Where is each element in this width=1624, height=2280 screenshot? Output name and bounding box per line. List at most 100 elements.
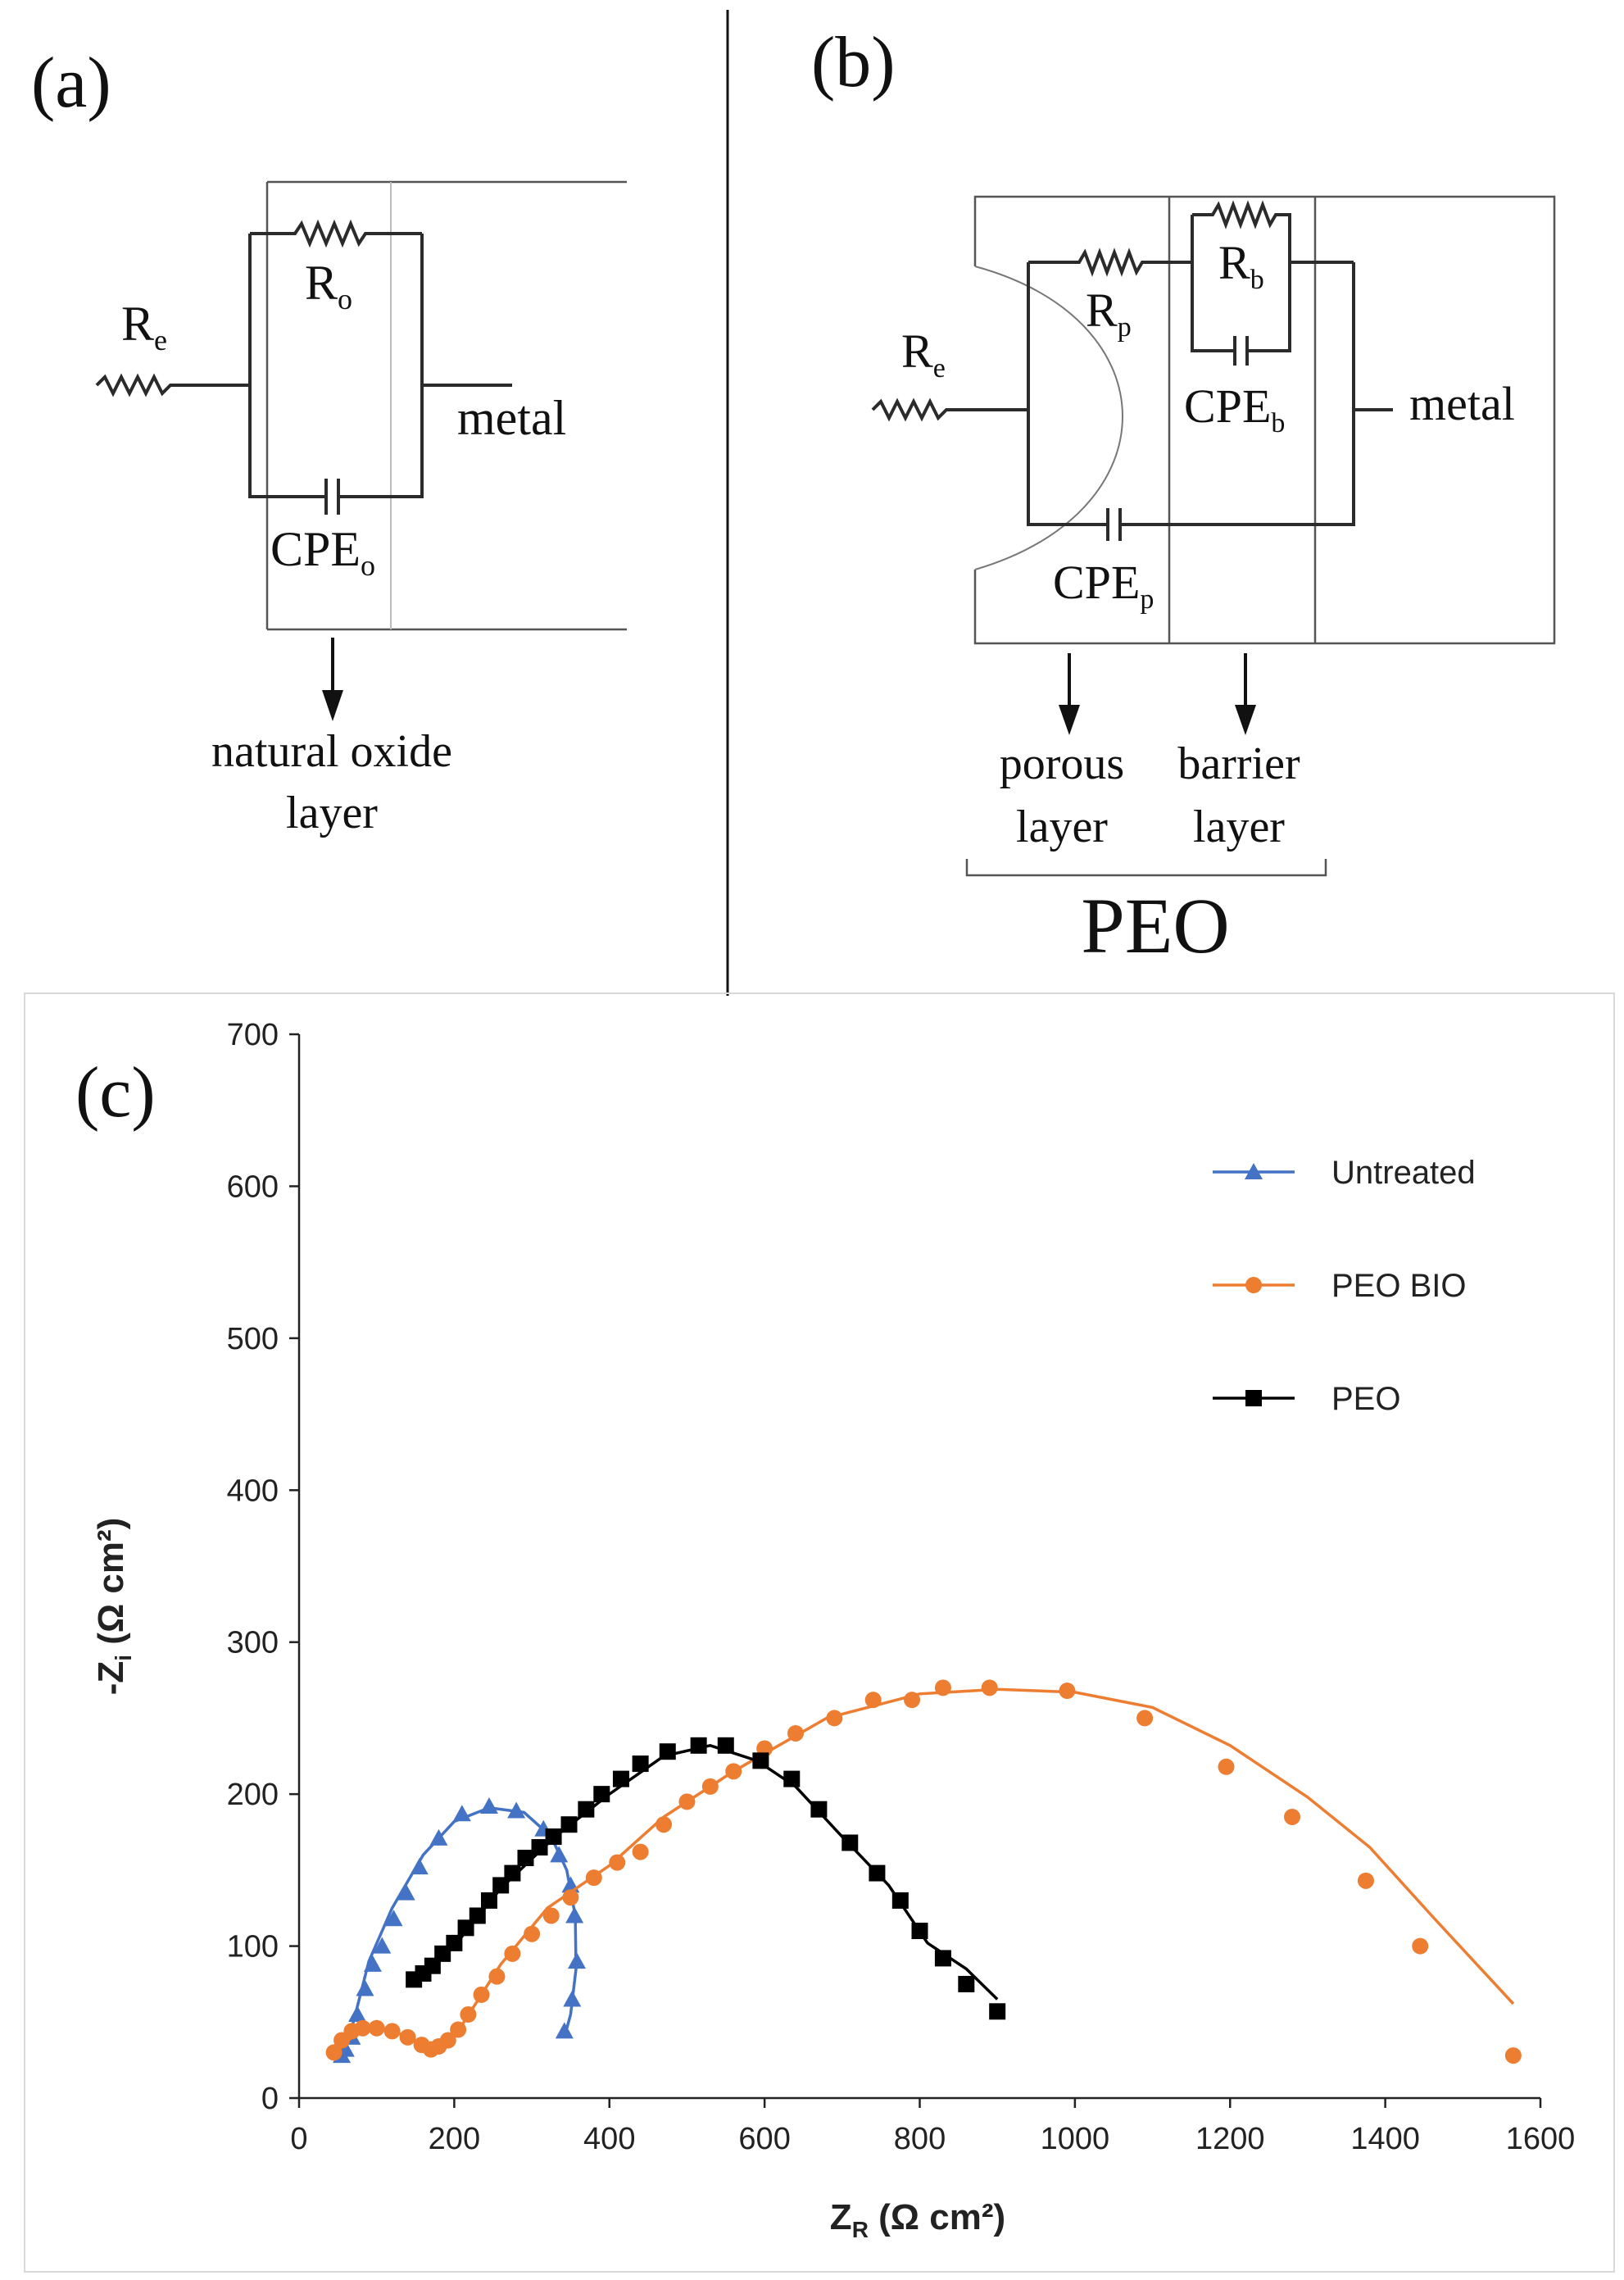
legend-item-untreated: Untreated bbox=[1213, 1155, 1476, 1191]
y-axis-title: -Zi (Ω cm²) bbox=[91, 1518, 136, 1696]
peo-bracket bbox=[965, 859, 1327, 877]
series-peo-point bbox=[560, 1816, 578, 1833]
series-peo-point bbox=[869, 1864, 886, 1882]
series-peo-point bbox=[545, 1828, 562, 1846]
series-peo-point bbox=[593, 1786, 610, 1803]
legend-label: PEO BIO bbox=[1331, 1268, 1467, 1304]
y-tick-label: 500 bbox=[227, 1322, 279, 1356]
resistor-re-label-b: Re bbox=[901, 325, 946, 384]
peo-group-label: PEO bbox=[1081, 882, 1229, 970]
series-peo-bio-point bbox=[904, 1692, 921, 1709]
cpe-p-label: CPEp bbox=[1053, 556, 1154, 615]
arrow-down-icon bbox=[322, 638, 343, 721]
metal-label-a: metal bbox=[457, 391, 566, 445]
series-peo-point bbox=[531, 1839, 548, 1856]
series-peo-bio-point bbox=[473, 1986, 490, 2003]
panel-a: (a) Re Ro CPEo metal natural oxide layer bbox=[31, 43, 627, 838]
metal-label-b: metal bbox=[1409, 377, 1515, 430]
series-peo-bio-point bbox=[787, 1724, 804, 1742]
y-tick-label: 400 bbox=[227, 1474, 279, 1508]
peo-layer-boxes bbox=[973, 195, 1556, 645]
series-peo-point bbox=[517, 1850, 534, 1867]
series-peo-point bbox=[911, 1923, 928, 1940]
y-tick-label: 0 bbox=[261, 2082, 279, 2116]
series-peo-bio-point bbox=[609, 1854, 626, 1871]
series-peo-point bbox=[578, 1801, 595, 1818]
natural-oxide-layer-label-line2: layer bbox=[286, 788, 378, 838]
legend-marker bbox=[1245, 1277, 1262, 1293]
x-axis-title: ZR (Ω cm²) bbox=[830, 2197, 1005, 2242]
series-peo-point bbox=[480, 1892, 497, 1909]
x-tick-label: 0 bbox=[290, 2122, 307, 2156]
series-untreated-point bbox=[384, 1910, 403, 1927]
x-tick-label: 400 bbox=[583, 2122, 635, 2156]
series-peo-point bbox=[504, 1864, 521, 1882]
y-tick-label: 600 bbox=[227, 1170, 279, 1204]
series-peo-bio-point bbox=[725, 1763, 742, 1780]
series-untreated-point bbox=[452, 1805, 471, 1822]
x-tick-label: 600 bbox=[738, 2122, 790, 2156]
series-peo-bio-point bbox=[1218, 1758, 1235, 1775]
panel-c-label: (c) bbox=[75, 1053, 156, 1133]
series-untreated-point bbox=[565, 1906, 584, 1923]
series-peo-point bbox=[446, 1934, 463, 1951]
series-peo-bio-point bbox=[354, 2019, 371, 2037]
y-tick-labels: 0 100 200 300 400 500 600 700 bbox=[227, 1018, 299, 2116]
series-peo-bio-point bbox=[562, 1889, 579, 1906]
series-untreated-point bbox=[429, 1828, 448, 1846]
series-peo-bio-point bbox=[439, 2032, 456, 2049]
series-peo-bio-point bbox=[399, 2028, 416, 2046]
legend-marker bbox=[1245, 1390, 1262, 1406]
porous-layer-label-line1: porous bbox=[1000, 738, 1124, 789]
series-peo-bio-point bbox=[383, 2023, 401, 2040]
x-tick-label: 200 bbox=[429, 2122, 480, 2156]
x-tick-label: 1200 bbox=[1195, 2122, 1265, 2156]
series-peo-point bbox=[958, 1975, 975, 1992]
series-untreated-point bbox=[397, 1883, 415, 1901]
series-peo-bio-point bbox=[1136, 1710, 1154, 1727]
series-peo-bio-point bbox=[524, 1925, 541, 1942]
series-untreated-point bbox=[410, 1858, 429, 1875]
series-peo-bio-point bbox=[632, 1843, 649, 1860]
series-peo bbox=[406, 1737, 1006, 2020]
series-peo-point bbox=[989, 2003, 1006, 2020]
cpe-b-label: CPEb bbox=[1184, 379, 1285, 438]
panel-b-label: (b) bbox=[811, 23, 896, 102]
series-peo-point bbox=[690, 1737, 707, 1754]
series-peo-bio-point bbox=[1357, 1872, 1374, 1889]
series-peo-point bbox=[934, 1950, 951, 1967]
series-peo-point bbox=[810, 1801, 828, 1818]
panel-b: (b) Re Rp Rb CPEb CPEp metal bbox=[811, 23, 1556, 970]
resistor-ro-label: Ro bbox=[305, 256, 352, 316]
series-peo-point bbox=[783, 1770, 801, 1787]
series-untreated-point bbox=[563, 1990, 582, 2007]
x-tick-label: 1400 bbox=[1350, 2122, 1420, 2156]
x-tick-label: 1000 bbox=[1041, 2122, 1110, 2156]
series-peo-bio-point bbox=[460, 2006, 477, 2023]
porous-layer-label-line2: layer bbox=[1016, 802, 1108, 852]
series-peo-bio-point bbox=[826, 1710, 843, 1727]
cpe-o-label: CPEo bbox=[270, 522, 375, 582]
barrier-layer-label-line2: layer bbox=[1193, 802, 1285, 852]
panel-a-label: (a) bbox=[31, 43, 111, 123]
legend-item-peo: PEO bbox=[1213, 1381, 1400, 1417]
barrier-layer-label-line1: barrier bbox=[1177, 738, 1300, 789]
y-tick-label: 700 bbox=[227, 1018, 279, 1052]
series-peo-bio-point bbox=[981, 1679, 998, 1696]
series-peo-bio-point bbox=[325, 2044, 342, 2061]
series-peo-point bbox=[632, 1755, 649, 1773]
circuit-b-wires bbox=[871, 200, 1393, 541]
legend-marker bbox=[1245, 1163, 1263, 1179]
series-untreated-point bbox=[567, 1952, 586, 1969]
series-peo-bio-point bbox=[504, 1945, 521, 1962]
series-peo-bio-point bbox=[934, 1679, 951, 1696]
chart-border bbox=[24, 992, 1615, 2273]
series-peo-bio-point bbox=[585, 1869, 602, 1887]
legend-label: PEO bbox=[1331, 1381, 1400, 1417]
y-tick-label: 200 bbox=[227, 1778, 279, 1812]
series-peo-point bbox=[469, 1907, 486, 1924]
series-peo-bio-point bbox=[542, 1907, 560, 1924]
series-untreated-point bbox=[507, 1801, 526, 1819]
y-tick-label: 100 bbox=[227, 1930, 279, 1964]
